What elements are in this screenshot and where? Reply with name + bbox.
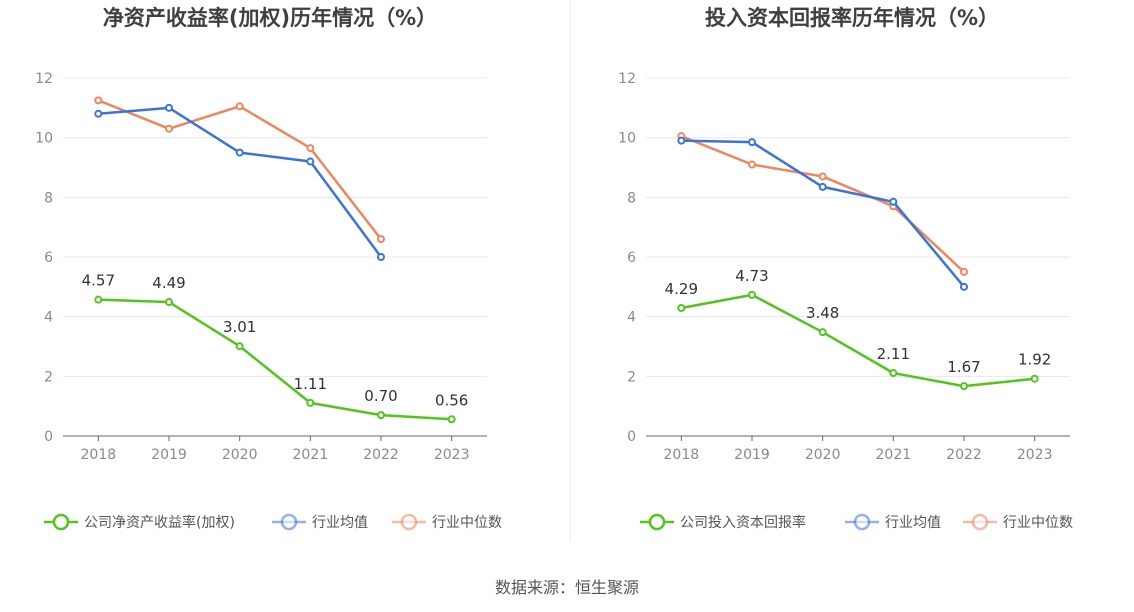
data-point xyxy=(377,411,385,420)
data-point xyxy=(960,282,968,291)
data-source: 数据来源：恒生聚源 xyxy=(495,578,639,597)
data-point xyxy=(960,267,968,276)
data-label: 2.11 xyxy=(877,345,910,363)
legend-label: 行业中位数 xyxy=(432,515,502,531)
y-tick-label: 10 xyxy=(35,131,53,147)
data-label: 4.49 xyxy=(152,274,185,292)
data-label: 1.11 xyxy=(294,375,327,393)
legend-label: 公司净资产收益率(加权) xyxy=(84,514,235,531)
legend-swatch-marker xyxy=(648,513,666,531)
x-tick-label: 2023 xyxy=(434,447,470,463)
series-line xyxy=(681,293,1035,388)
y-tick-label: 12 xyxy=(618,71,636,87)
legend-label: 行业均值 xyxy=(312,515,368,531)
y-tick-label: 2 xyxy=(44,369,53,385)
y-tick-label: 2 xyxy=(627,369,636,385)
x-tick-label: 2018 xyxy=(664,447,700,463)
series-line xyxy=(98,106,383,258)
legend-swatch-marker xyxy=(971,513,989,531)
data-label: 4.57 xyxy=(82,272,115,290)
data-point xyxy=(377,235,385,244)
chart-title: 净资产收益率(加权)历年情况（%） xyxy=(103,6,437,30)
legend-swatch-marker xyxy=(400,513,418,531)
data-label: 3.01 xyxy=(223,318,256,336)
legend-swatch-marker xyxy=(853,513,871,531)
legend-swatch-marker xyxy=(280,513,298,531)
y-tick-label: 4 xyxy=(627,310,636,326)
y-tick-label: 8 xyxy=(627,190,636,206)
chart-title: 投入资本回报率历年情况（%） xyxy=(705,6,999,30)
data-point xyxy=(748,290,756,299)
data-point xyxy=(235,342,244,351)
y-tick-label: 0 xyxy=(627,429,636,445)
data-point xyxy=(677,136,686,145)
data-point xyxy=(748,160,756,169)
data-point xyxy=(377,253,385,261)
y-tick-label: 6 xyxy=(627,250,636,266)
data-point xyxy=(677,304,686,313)
data-point xyxy=(165,103,173,112)
x-tick-label: 2018 xyxy=(81,447,117,463)
data-point xyxy=(165,298,173,307)
x-tick-label: 2022 xyxy=(946,447,982,463)
series-line xyxy=(681,139,965,288)
data-label: 3.48 xyxy=(806,304,839,322)
y-tick-label: 4 xyxy=(44,310,53,326)
data-point xyxy=(235,102,244,111)
data-point xyxy=(94,96,103,105)
x-tick-label: 2021 xyxy=(876,447,912,463)
data-point xyxy=(306,144,315,153)
series-line xyxy=(680,135,965,273)
data-label: 0.70 xyxy=(364,387,397,405)
data-label: 0.56 xyxy=(435,391,468,409)
data-point xyxy=(165,124,173,133)
series-line xyxy=(98,298,452,421)
data-point xyxy=(889,197,898,206)
x-tick-label: 2022 xyxy=(363,447,399,463)
data-point xyxy=(447,415,456,424)
y-tick-label: 6 xyxy=(44,250,53,266)
y-tick-label: 0 xyxy=(44,429,53,445)
x-tick-label: 2020 xyxy=(222,447,258,463)
x-tick-label: 2023 xyxy=(1017,447,1053,463)
data-point xyxy=(960,382,968,391)
data-point xyxy=(748,138,756,147)
x-tick-label: 2021 xyxy=(293,447,329,463)
x-tick-label: 2019 xyxy=(734,447,770,463)
roe-chart: 净资产收益率(加权)历年情况（%） 0 2 4 6 8 10 12 2018 2019 2020 20… xyxy=(35,6,502,531)
legend-label: 行业中位数 xyxy=(1003,515,1073,531)
data-point xyxy=(235,148,244,157)
y-tick-label: 8 xyxy=(44,190,53,206)
x-tick-label: 2020 xyxy=(805,447,841,463)
data-point xyxy=(94,295,103,304)
data-point xyxy=(306,157,315,166)
data-label: 4.29 xyxy=(665,280,698,298)
legend-label: 行业均值 xyxy=(885,515,941,531)
data-label: 1.92 xyxy=(1018,351,1051,369)
data-point xyxy=(1030,374,1039,383)
data-point xyxy=(306,398,315,407)
x-tick-label: 2019 xyxy=(151,447,187,463)
data-label: 4.73 xyxy=(735,267,768,285)
data-point xyxy=(818,172,827,181)
data-point xyxy=(94,109,103,118)
data-point xyxy=(818,328,827,337)
data-point xyxy=(818,182,827,191)
roic-chart: 投入资本回报率历年情况（%） 0 2 4 6 8 10 12 2018 2019 2020 2021 2… xyxy=(618,6,1073,531)
legend-swatch-marker xyxy=(52,513,70,531)
series-line xyxy=(97,99,382,240)
y-tick-label: 10 xyxy=(618,131,636,147)
data-point xyxy=(889,369,898,378)
y-tick-label: 12 xyxy=(35,71,53,87)
legend-label: 公司投入资本回报率 xyxy=(680,514,806,531)
data-label: 1.67 xyxy=(947,358,980,376)
